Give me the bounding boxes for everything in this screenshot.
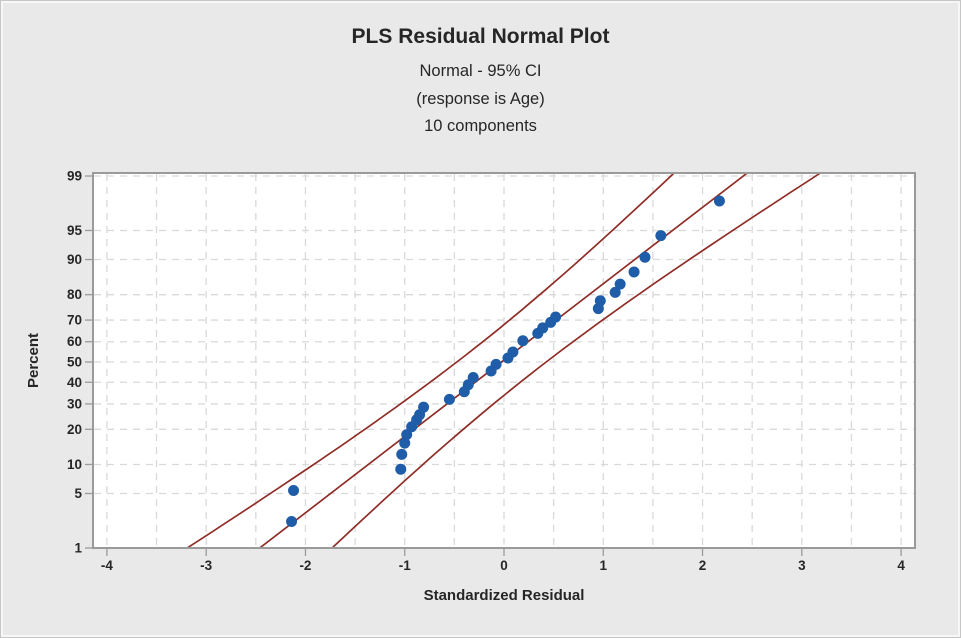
ci-lower-line xyxy=(185,173,676,548)
data-point xyxy=(395,463,407,475)
y-tick-label: 60 xyxy=(67,334,82,349)
data-point xyxy=(639,251,651,263)
y-tick-label: 99 xyxy=(67,168,82,183)
data-point xyxy=(396,448,408,460)
y-tick-label: 80 xyxy=(67,287,82,302)
data-point xyxy=(594,295,606,307)
chart-subtitle-components: 10 components xyxy=(424,117,537,135)
y-tick-label: 40 xyxy=(67,375,82,390)
data-point xyxy=(467,372,479,384)
x-axis-title: Standardized Residual xyxy=(424,587,585,604)
x-tick-label: 0 xyxy=(500,558,508,573)
fit-line xyxy=(258,173,749,548)
y-tick-label: 10 xyxy=(67,457,82,472)
chart-title: PLS Residual Normal Plot xyxy=(351,25,610,48)
data-point xyxy=(609,286,621,298)
x-tick-label: -3 xyxy=(200,558,212,573)
y-tick-label: 1 xyxy=(74,541,82,556)
x-tick-label: 2 xyxy=(699,558,707,573)
y-tick-label: 50 xyxy=(67,355,82,370)
y-tick-label: 70 xyxy=(67,313,82,328)
data-point xyxy=(288,485,300,497)
data-point xyxy=(713,195,725,207)
data-point xyxy=(628,266,640,278)
x-tick-label: 4 xyxy=(897,558,905,573)
data-point xyxy=(550,311,562,323)
x-tick-label: -2 xyxy=(299,558,311,573)
plot-frame xyxy=(92,172,916,549)
data-point xyxy=(490,358,502,370)
chart-subtitle-ci: Normal - 95% CI xyxy=(419,62,542,80)
y-tick-label: 20 xyxy=(67,422,82,437)
data-point xyxy=(286,516,298,528)
data-point xyxy=(401,429,413,441)
data-point xyxy=(507,346,519,358)
x-tick-label: 1 xyxy=(600,558,608,573)
y-tick-label: 90 xyxy=(67,252,82,267)
data-point xyxy=(517,335,529,347)
y-tick-label: 95 xyxy=(67,223,83,238)
data-point xyxy=(614,278,626,290)
data-point xyxy=(418,401,430,413)
x-tick-label: -1 xyxy=(399,558,411,573)
data-point xyxy=(443,393,455,405)
x-tick-label: 3 xyxy=(798,558,806,573)
data-point xyxy=(655,230,667,242)
y-tick-label: 5 xyxy=(74,486,82,501)
data-point xyxy=(399,437,411,449)
y-axis-title: Percent xyxy=(25,333,42,388)
data-point xyxy=(537,322,549,334)
ci-upper-line xyxy=(330,173,822,548)
y-tick-label: 30 xyxy=(67,396,82,411)
x-tick-label: -4 xyxy=(101,558,113,573)
chart-subtitle-response: (response is Age) xyxy=(416,90,545,108)
